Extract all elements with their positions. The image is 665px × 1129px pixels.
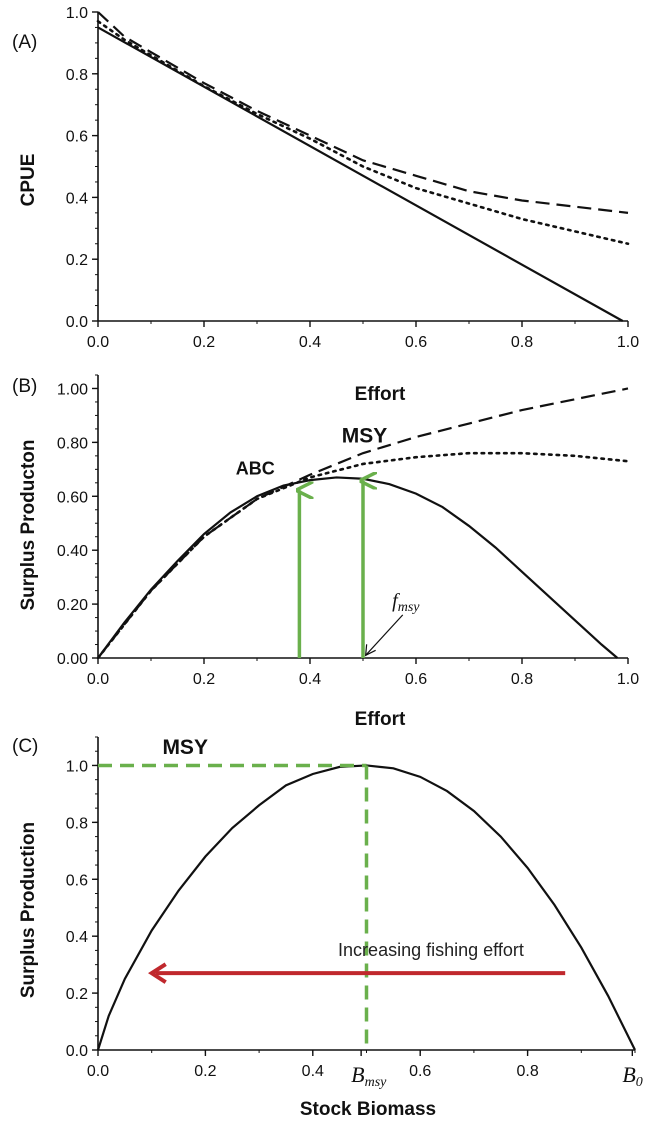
panel-b-y-tick-label: 0.40 xyxy=(57,543,88,560)
panel-b-series-dotted xyxy=(96,451,630,660)
panel-a-y-tick-label: 0.4 xyxy=(66,190,88,207)
panel-b-label: (B) xyxy=(12,376,37,397)
panel-b-msy-label: MSY xyxy=(342,424,388,447)
panel-a-series-dotted xyxy=(96,19,630,246)
panel-b-fmsy-label: fmsy xyxy=(392,590,420,615)
panel-a-ylabel: CPUE xyxy=(18,154,39,207)
panel-c-ylabel: Surplus Production xyxy=(18,822,39,998)
panel-b-x-tick-label: 1.0 xyxy=(617,671,639,688)
panel-c-axes: 0.0 0.2 0.4 0.6 0.8 0.0 0.2 0.4 0.6 0.8 1.0 xyxy=(66,736,636,1080)
panel-c-xlabel: Stock Biomass xyxy=(300,1099,436,1120)
panel-b-y-tick-label: 0.20 xyxy=(57,597,88,614)
panel-b-annotations: MSY ABC fmsy xyxy=(236,424,420,658)
panel-b-x-tick-label: 0.4 xyxy=(299,671,321,688)
panel-c-x-tick-label: 0.0 xyxy=(87,1063,109,1080)
panel-a-x-tick-label: 0.0 xyxy=(87,334,109,351)
panel-a: (A) CPUE 0.0 0.2 0.4 0.6 0.8 1.00.00.20.40.60… xyxy=(12,5,639,351)
panel-a-label: (A) xyxy=(12,32,37,53)
panel-c-x-tick-label: 0.2 xyxy=(194,1063,216,1080)
panel-a-x-tick-label: 0.2 xyxy=(193,334,215,351)
panel-c-increasing-effort-label: Increasing fishing effort xyxy=(338,940,524,960)
panel-c-annotations: Bmsy B0 MSY Increasing fishing effort xyxy=(98,736,643,1090)
panel-b-x-tick-label: 0.0 xyxy=(87,671,109,688)
panel-b-y-tick-label: 1.00 xyxy=(57,381,88,398)
panel-c-y-tick-label: 0.8 xyxy=(66,815,88,832)
panel-c-bmsy-tick-label: Bmsy xyxy=(351,1062,387,1090)
panel-a-series xyxy=(96,11,630,322)
panel-a-y-tick-label: 0.2 xyxy=(66,252,88,269)
panel-b-abc-label: ABC xyxy=(236,459,275,479)
panel-a-x-tick-label: 0.8 xyxy=(511,334,533,351)
panel-b-axes: 0.0 0.2 0.4 0.6 0.8 1.0 0.00 0.20 0.40 0.60 0.80 1.… xyxy=(57,374,639,688)
panel-a-axes: 0.0 0.2 0.4 0.6 0.8 1.0 0.0 0.2 0.4 0.6 0.8 1.0 xyxy=(66,5,639,351)
panel-a-x-tick-label: 1.0 xyxy=(617,334,639,351)
panel-a-y-tick-label: 0.8 xyxy=(66,67,88,84)
panel-c-y-tick-label: 0.2 xyxy=(66,986,88,1003)
panel-c-y-tick-label: 0.0 xyxy=(66,1043,88,1060)
panel-c-x-tick-label: 0.8 xyxy=(516,1063,538,1080)
panel-a-y-tick-label: 1.0 xyxy=(66,5,88,22)
panel-c-label: (C) xyxy=(12,736,38,757)
panel-a-series-dashed xyxy=(97,11,629,214)
panel-b-xlabel-top: Effort xyxy=(355,384,406,405)
panel-a-x-tick-label: 0.4 xyxy=(299,334,321,351)
panel-b-fmsy-pointer-head xyxy=(364,644,376,657)
panel-b-ylabel: Surplus Producton xyxy=(18,440,39,611)
panel-a-y-tick-label: 0.0 xyxy=(66,314,88,331)
panel-b-y-tick-label: 0.80 xyxy=(57,435,88,452)
panel-b-y-tick-label: 0.00 xyxy=(57,651,88,668)
panel-c-x-tick-label: 0.4 xyxy=(302,1063,324,1080)
panel-b-series-solid xyxy=(97,476,619,659)
panel-b-x-tick-label: 0.8 xyxy=(511,671,533,688)
panel-c-y-tick-label: 0.6 xyxy=(66,872,88,889)
panel-c-b0-tick-label: B0 xyxy=(622,1062,642,1090)
panel-b-x-tick-label: 0.2 xyxy=(193,671,215,688)
panel-c-effort-arrow-head xyxy=(148,962,167,984)
panel-a-y-tick-label: 0.6 xyxy=(66,129,88,146)
panel-c-x-tick-label: 0.6 xyxy=(409,1063,431,1080)
panel-b-xlabel: Effort xyxy=(355,709,406,730)
panel-b: (B) Effort Surplus Producton 0.0 0.2 0.4 0.… xyxy=(12,374,639,730)
panel-c-msy-label: MSY xyxy=(162,736,208,759)
panel-b-x-tick-label: 0.6 xyxy=(405,671,427,688)
panel-b-fmsy-pointer xyxy=(365,614,404,656)
panel-a-x-tick-label: 0.6 xyxy=(405,334,427,351)
panel-c: (C) Surplus Production 0.0 0.2 0.4 0.6 0.80.… xyxy=(12,736,643,1120)
panel-c-y-tick-label: 0.4 xyxy=(66,929,88,946)
panel-b-y-tick-label: 0.60 xyxy=(57,489,88,506)
panel-c-y-tick-label: 1.0 xyxy=(66,758,88,775)
panel-a-series-solid xyxy=(97,26,624,322)
